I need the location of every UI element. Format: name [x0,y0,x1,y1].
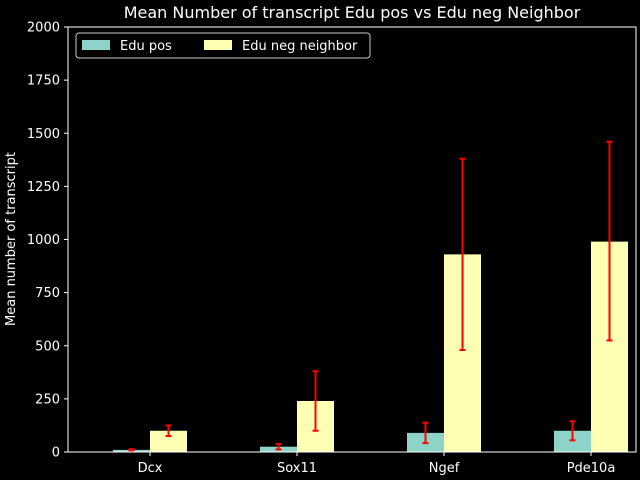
error-bar [275,442,282,451]
y-tick-label: 1250 [27,180,60,195]
y-tick-label: 750 [35,286,60,301]
bar-edu-pos-pde10a [554,430,591,452]
y-tick-label: 1000 [27,233,60,248]
chart-title: Mean Number of transcript Edu pos vs Edu… [124,3,581,22]
y-axis-label: Mean number of transcript [4,152,19,326]
error-bar [312,370,319,432]
bar-edu-neg-neighbor-dcx [150,430,187,452]
y-tick-label: 1750 [27,74,60,89]
y-tick-label: 2000 [27,21,60,36]
x-tick-label: Dcx [138,461,163,476]
y-tick-label: 0 [52,446,60,461]
y-tick-label: 1500 [27,127,60,142]
x-tick-label: Ngef [429,461,460,476]
error-bar [459,157,466,351]
legend: Edu pos Edu neg neighbor [75,32,371,59]
legend-swatch [82,40,110,50]
error-bar [569,420,576,442]
y-tick-label: 250 [35,392,60,407]
axes-frame [67,26,637,453]
error-bar [606,140,613,342]
legend-swatch [204,40,232,50]
plot-area: 0 250 500 750 1000 1250 1500 1750 2000 Dcx Sox11 Ng… [27,21,637,476]
y-tick-label: 500 [35,339,60,354]
error-bar [165,424,172,438]
error-bar [422,421,429,445]
error-bar [128,448,135,452]
x-tick-label: Sox11 [277,461,317,476]
legend-label: Edu neg neighbor [242,39,358,54]
legend-label: Edu pos [120,39,172,54]
x-tick-label: Pde10a [567,461,616,476]
